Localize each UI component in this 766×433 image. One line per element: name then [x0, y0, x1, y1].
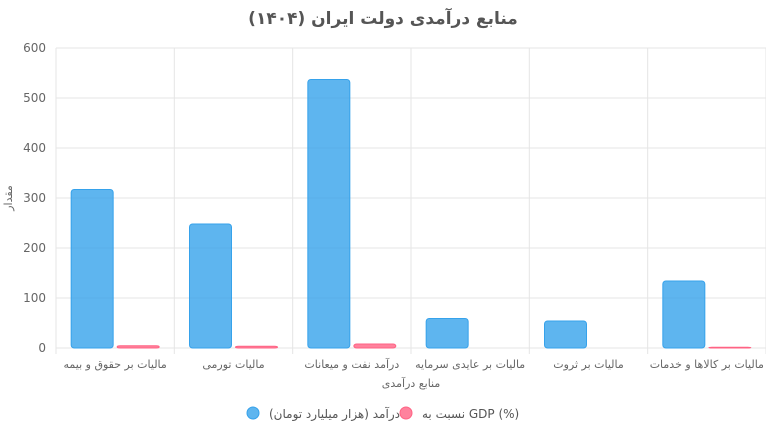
x-tick-label: مالیات بر کالاها و خدمات [650, 358, 764, 371]
y-tick-label: 200 [23, 241, 46, 255]
bar-gdp-ratio[interactable] [353, 343, 397, 349]
bar-revenue[interactable] [189, 223, 232, 349]
legend-swatch [399, 406, 413, 420]
x-tick-label: مالیات تورمی [202, 358, 264, 371]
x-tick-label: مالیات بر ثروت [553, 358, 624, 371]
y-tick-label: 100 [23, 291, 46, 305]
bar-gdp-ratio[interactable] [235, 345, 278, 349]
y-axis-label: مقدار [2, 185, 15, 212]
y-tick-label: 500 [23, 91, 46, 105]
y-axis-ticks: 0 100 200 300 400 500 600 [23, 41, 46, 355]
legend-label[interactable]: نسبت به GDP (%) [422, 407, 519, 421]
bar-gdp-ratio[interactable] [708, 346, 752, 349]
bar-revenue[interactable] [544, 320, 587, 349]
bar-revenue[interactable] [70, 189, 114, 349]
y-tick-label: 300 [23, 191, 46, 205]
chart-title: منابع درآمدی دولت ایران (۱۴۰۴) [248, 7, 518, 29]
x-axis-label: منابع درآمدی [382, 376, 441, 390]
y-tick-label: 400 [23, 141, 46, 155]
bars [70, 79, 752, 349]
bar-gdp-ratio[interactable] [116, 345, 160, 349]
x-tick-label: مالیات بر حقوق و بیمه [64, 358, 167, 371]
bar-revenue[interactable] [307, 79, 351, 349]
x-tick-label: مالیات بر عایدی سرمایه [415, 358, 525, 371]
y-tick-label: 600 [23, 41, 46, 55]
y-tick-label: 0 [38, 341, 46, 355]
grid-lines [55, 47, 766, 354]
legend-label[interactable]: درآمد (هزار میلیارد تومان) [269, 406, 400, 422]
bar-revenue[interactable] [425, 318, 469, 349]
bar-revenue[interactable] [662, 280, 706, 349]
x-axis-ticks: مالیات بر حقوق و بیمه مالیات تورمی درآمد ن… [64, 357, 765, 371]
legend[interactable]: درآمد (هزار میلیارد تومان) نسبت به GDP (%… [246, 406, 519, 422]
legend-swatch [246, 406, 260, 420]
x-tick-label: درآمد نفت و میعانات [304, 357, 399, 371]
